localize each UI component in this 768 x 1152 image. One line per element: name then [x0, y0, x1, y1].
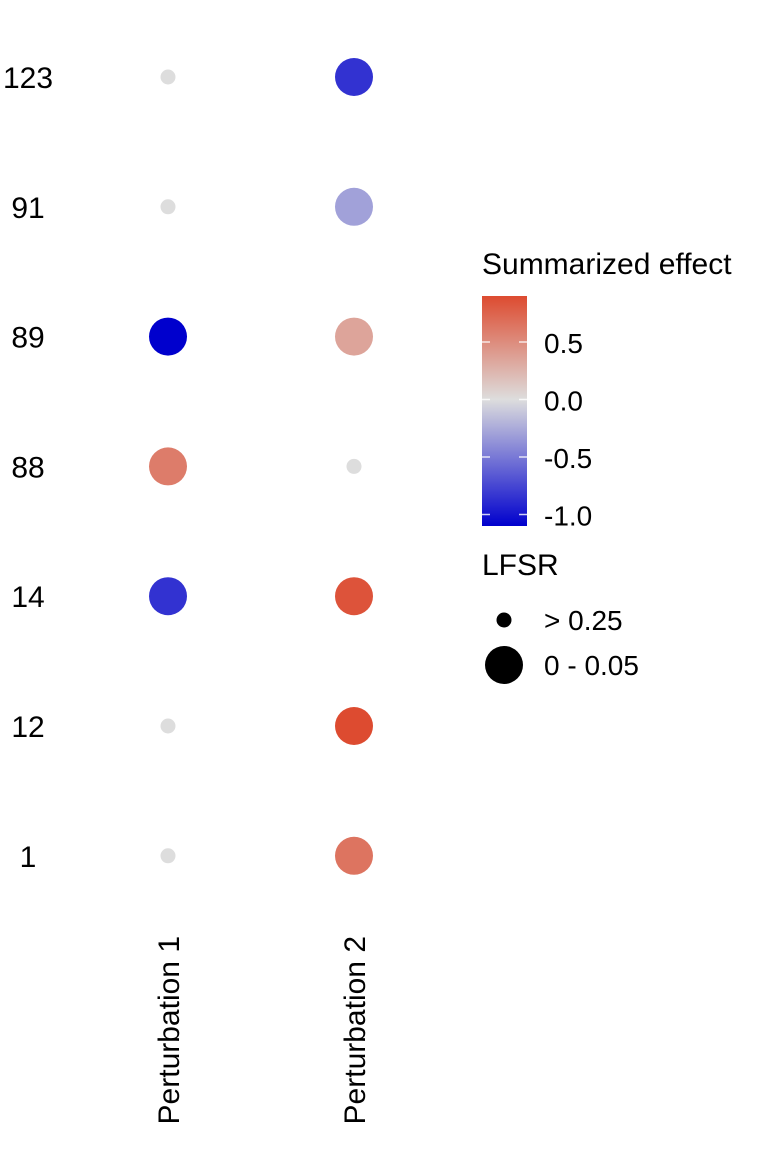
size-legend-label: 0 - 0.05	[544, 650, 639, 681]
y-tick-label: 14	[11, 581, 44, 614]
data-point	[335, 836, 373, 875]
y-tick-label: 1	[20, 841, 37, 874]
data-point	[346, 458, 362, 474]
size-legend-symbol	[496, 612, 512, 628]
plot-points	[149, 58, 373, 875]
color-legend-tick-label: 0.5	[544, 328, 583, 359]
data-point	[149, 577, 187, 616]
x-tick-label: Perturbation 1	[153, 936, 186, 1124]
size-legend-label: > 0.25	[544, 605, 623, 636]
x-axis-tick-labels: Perturbation 1 Perturbation 2	[153, 936, 372, 1124]
data-point	[160, 718, 176, 734]
data-point	[335, 317, 373, 356]
color-legend-bar	[482, 296, 527, 526]
color-legend-title: Summarized effect	[482, 248, 732, 281]
color-legend-tick-label: -1.0	[544, 501, 592, 532]
data-point	[160, 69, 176, 85]
data-point	[335, 187, 373, 226]
y-tick-label: 89	[11, 322, 44, 355]
size-legend: LFSR > 0.25 0 - 0.05	[482, 549, 639, 684]
x-tick-label: Perturbation 2	[339, 936, 372, 1124]
data-point	[335, 58, 373, 96]
size-legend-symbol	[485, 646, 523, 684]
data-point	[160, 199, 176, 215]
data-point	[149, 317, 187, 356]
y-tick-label: 91	[11, 192, 44, 225]
color-legend-tick-label: -0.5	[544, 443, 592, 474]
data-point	[335, 707, 373, 745]
color-legend: Summarized effect 0.5 0.0 -0.5 -1.0	[482, 248, 732, 532]
y-tick-label: 12	[11, 711, 44, 744]
y-tick-label: 88	[11, 451, 44, 484]
data-point	[335, 577, 373, 616]
y-axis-tick-labels: 123 91 89 88 14 12 1	[3, 62, 53, 874]
size-legend-title: LFSR	[482, 549, 559, 582]
y-tick-label: 123	[3, 62, 53, 95]
color-legend-tick-label: 0.0	[544, 386, 583, 417]
data-point	[160, 848, 176, 864]
data-point	[149, 447, 187, 486]
